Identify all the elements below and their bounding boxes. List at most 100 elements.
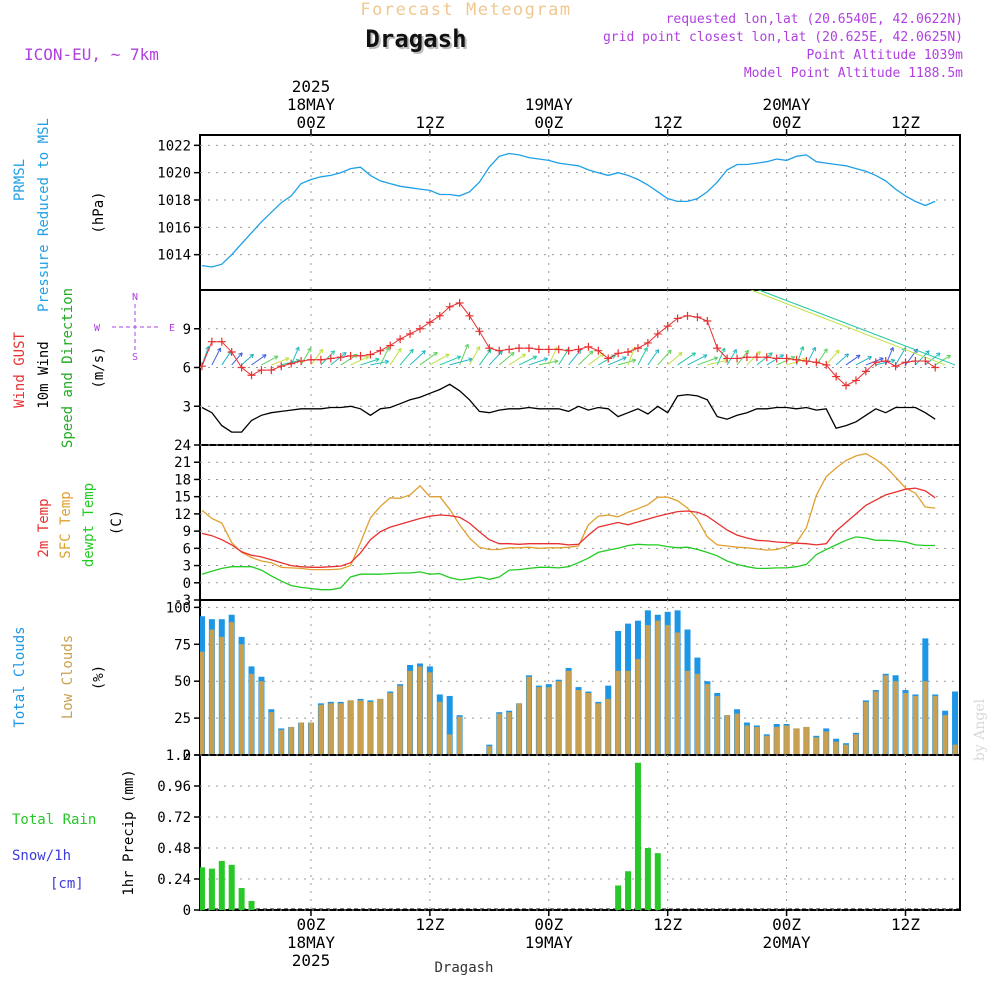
panel-clouds: 0 25 50 75 100 (%) Total Clouds Low Clouds: [0, 599, 961, 764]
rain-bar: [200, 867, 205, 910]
y-tick-label: 9: [183, 524, 191, 540]
gust-marker: [891, 362, 900, 371]
wind-direction-arrow: [825, 349, 840, 366]
wind-direction-arrow: [687, 354, 708, 366]
y-tick-label: 0.24: [157, 872, 191, 888]
wind-direction-arrow: [508, 353, 526, 366]
wind-direction-arrow-head: [702, 354, 708, 359]
low-clouds-bar: [506, 712, 512, 755]
total-clouds-bar: [952, 691, 959, 755]
panel-label: Pressure Reduced to MSL: [36, 118, 52, 312]
wind-direction-arrow-head: [855, 354, 861, 359]
wind-direction-arrow-head: [622, 356, 627, 361]
wind-direction-arrow: [637, 347, 648, 366]
gust-marker: [544, 345, 553, 354]
y-tick-label: 1022: [157, 138, 191, 154]
time-label-bottom: 12Z: [891, 915, 920, 934]
gust-marker: [723, 354, 732, 363]
dewpt-line: [201, 536, 936, 591]
wind-direction-arrow-head: [768, 352, 773, 357]
wind-direction-arrow: [300, 347, 312, 366]
gust-marker: [594, 346, 603, 355]
wind-direction-arrow-head: [397, 347, 402, 353]
info-grid-lonlat: grid point closest lon,lat (20.625E, 42.…: [603, 30, 963, 45]
wind-direction-arrow: [805, 347, 816, 366]
low-clouds-bar: [486, 746, 492, 755]
low-clouds-bar: [526, 676, 532, 755]
gust-marker: [901, 358, 910, 367]
gust-marker: [802, 357, 811, 366]
low-clouds-bar: [377, 698, 383, 755]
gust-marker: [614, 349, 623, 358]
wind-direction-arrow-head: [318, 348, 324, 354]
low-clouds-bar: [447, 734, 453, 755]
wind-direction-arrow: [271, 357, 290, 366]
wind-direction-arrow-head: [433, 351, 438, 357]
low-clouds-bar: [0, 745, 5, 755]
gust-marker: [346, 351, 355, 360]
gust-marker: [287, 359, 296, 368]
gust-marker: [297, 357, 306, 366]
time-label-bottom: 2025: [292, 951, 331, 970]
wind-direction-arrow: [667, 352, 683, 366]
wind-direction-arrow-head: [468, 357, 473, 362]
wind-direction-arrow: [538, 360, 559, 366]
gust-marker: [713, 344, 722, 353]
low-clouds-bar: [427, 672, 433, 755]
panel-label: Speed and Direction: [60, 288, 76, 448]
y-tick-label: 0: [183, 748, 191, 764]
low-clouds-bar: [912, 695, 918, 755]
gust-marker: [881, 357, 890, 366]
low-clouds-bar: [328, 703, 334, 755]
wind-direction-arrow-head: [543, 357, 549, 362]
wind-direction-arrow: [548, 346, 558, 366]
wind-direction-arrow: [757, 290, 956, 366]
wind-direction-arrow-head: [510, 351, 515, 357]
low-clouds-bar: [655, 620, 661, 755]
gust-marker: [415, 324, 424, 333]
low-clouds-bar: [387, 693, 393, 755]
gust-marker: [812, 358, 821, 367]
gust-marker: [515, 344, 524, 353]
wind-direction-arrow-head: [216, 347, 222, 353]
wind-direction-arrow-head: [554, 359, 559, 364]
low-clouds-bar: [942, 715, 948, 755]
wind-direction-arrow: [251, 354, 267, 366]
wind-direction-arrow: [796, 346, 804, 366]
wind-direction-arrow-head: [421, 350, 426, 355]
gust-marker: [237, 363, 246, 372]
wind-direction-arrow-head: [342, 351, 347, 357]
gust-marker: [742, 353, 751, 362]
gust-marker: [386, 341, 395, 350]
wind-direction-arrow-head: [464, 343, 469, 349]
time-label-top: 00Z: [297, 113, 326, 132]
info-requested-lonlat: requested lon,lat (20.6540E, 42.0622N): [666, 12, 963, 27]
total-clouds-bar: [0, 687, 6, 755]
panel-frame: [199, 134, 961, 291]
y-tick-label: 50: [174, 674, 191, 690]
low-clouds-bar: [833, 741, 839, 755]
low-clouds-bar: [893, 681, 899, 755]
wind-direction-arrow-head: [375, 357, 380, 363]
low-clouds-bar: [853, 734, 859, 755]
low-clouds-bar: [348, 700, 354, 755]
wind-direction-arrow-head: [295, 346, 300, 352]
wind-direction-arrow: [201, 346, 210, 366]
gust-marker: [445, 302, 454, 311]
y-tick-label: 0: [183, 903, 191, 919]
compass-s: S: [132, 352, 138, 363]
gust-marker: [425, 318, 434, 327]
wind-direction-arrow: [746, 351, 761, 366]
gust-marker: [693, 313, 702, 322]
gust-marker: [871, 358, 880, 367]
gust-marker: [931, 363, 940, 372]
wind-direction-arrow: [310, 348, 324, 366]
low-clouds-bar: [239, 644, 245, 755]
gust-marker: [703, 317, 712, 325]
wind-direction-arrow-head: [925, 350, 930, 355]
low-clouds-bar: [843, 744, 849, 755]
low-clouds-bar: [823, 731, 829, 755]
time-label-top: 12Z: [653, 113, 682, 132]
